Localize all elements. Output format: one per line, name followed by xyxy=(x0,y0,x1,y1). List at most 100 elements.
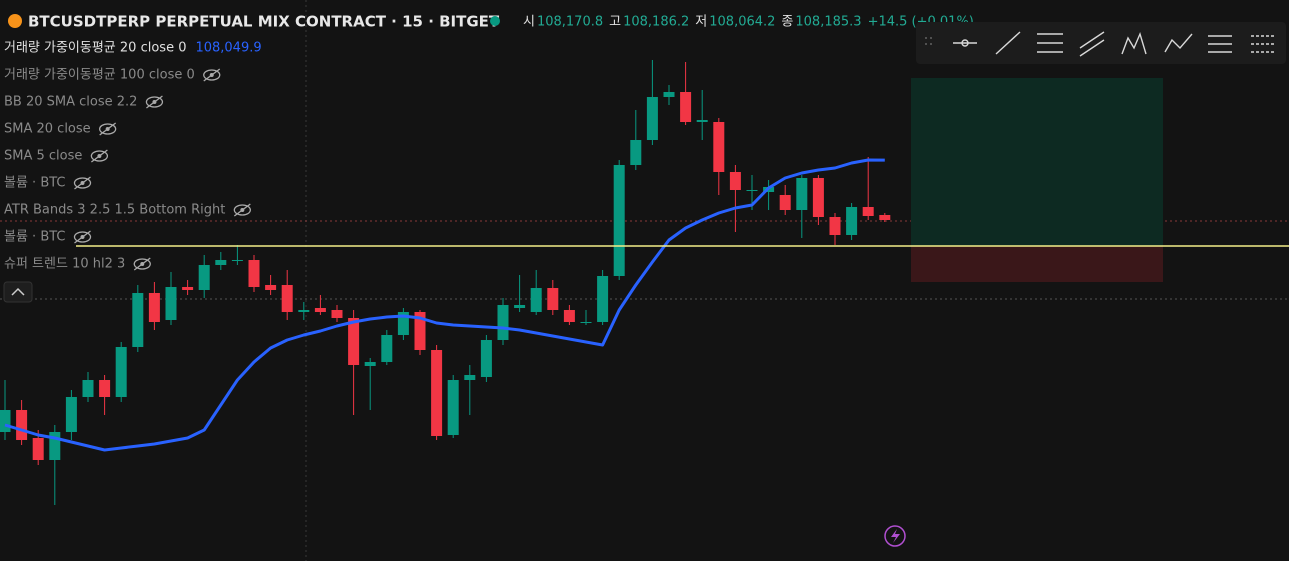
candle-body xyxy=(298,310,310,312)
candle-body xyxy=(16,410,28,440)
symbol-title: BTCUSDTPERP PERPETUAL MIX CONTRACT · 15 … xyxy=(28,13,500,31)
ohlc-value: 108,185.3 xyxy=(795,15,861,30)
candle-body xyxy=(198,265,210,290)
status-dot xyxy=(490,16,500,26)
eye-icon xyxy=(73,177,92,189)
eye-slash xyxy=(74,230,91,244)
candle-body xyxy=(148,293,160,322)
candle-body xyxy=(364,362,376,366)
alert-icon[interactable] xyxy=(884,525,906,547)
eye-slash xyxy=(91,149,108,163)
candle-body xyxy=(314,308,326,312)
candle-body xyxy=(846,207,858,235)
candle-body xyxy=(431,350,443,436)
candle-body xyxy=(182,287,194,290)
indicator-label: 볼륨 · BTC xyxy=(4,230,66,245)
indicator-label: SMA 5 close xyxy=(4,149,82,164)
tool-channel[interactable] xyxy=(1037,33,1063,53)
candle-body xyxy=(231,260,243,261)
tool-fib[interactable] xyxy=(1208,35,1232,53)
tool-abcd[interactable] xyxy=(1164,33,1193,53)
indicator-label: BB 20 SMA close 2.2 xyxy=(4,95,137,110)
eye-slash xyxy=(133,257,151,271)
candle-body xyxy=(597,276,609,322)
candle-body xyxy=(563,310,575,322)
tool-gann[interactable] xyxy=(1251,35,1275,53)
candle-body xyxy=(514,305,526,308)
drawing-toolbar xyxy=(916,22,1286,64)
ohlc-value: 108,170.8 xyxy=(537,15,603,30)
candle-body xyxy=(547,288,559,310)
indicator-label: 거래량 가중이동평균 20 close 0 xyxy=(4,41,186,56)
candle-body xyxy=(530,288,542,312)
indicator-value: 108,049.9 xyxy=(195,41,261,56)
candle-body xyxy=(464,375,476,380)
tool-parallel[interactable] xyxy=(1079,31,1105,57)
candle-body xyxy=(32,438,44,460)
indicator-label: 거래량 가중이동평균 100 close 0 xyxy=(4,68,195,83)
indicator-label: SMA 20 close xyxy=(4,122,91,137)
eye-icon xyxy=(99,123,117,135)
chevron-icon xyxy=(11,287,25,296)
eye-slash xyxy=(99,122,117,136)
candle-body xyxy=(397,312,409,335)
eye-icon xyxy=(233,204,251,216)
candle-body xyxy=(713,122,725,172)
ohlc-key: 시 xyxy=(523,15,535,30)
candle-body xyxy=(746,190,758,191)
eye-slash xyxy=(203,68,221,82)
ohlc-key: 저 xyxy=(695,15,707,30)
eye-icon xyxy=(133,258,151,270)
drag-handle xyxy=(925,37,932,45)
ohlc-key: 종 xyxy=(781,15,793,30)
candle-body xyxy=(414,312,426,350)
candle-body xyxy=(381,335,393,362)
eye-icon xyxy=(90,150,109,162)
candle-body xyxy=(65,397,77,432)
moving-average xyxy=(4,158,885,452)
candle-body xyxy=(696,120,708,122)
candle-body xyxy=(132,293,144,347)
candle-body xyxy=(115,347,127,397)
candle-body xyxy=(796,178,808,210)
eye-slash xyxy=(74,176,91,190)
toolbar-icons xyxy=(925,31,1275,57)
candle-body xyxy=(497,305,509,340)
candle-body xyxy=(680,92,692,122)
eye-icon xyxy=(145,96,164,108)
ohlc-value: 108,064.2 xyxy=(709,15,775,30)
candle-body xyxy=(480,340,492,377)
eye-slash xyxy=(233,203,251,217)
eye-icon xyxy=(73,231,92,243)
candle-body xyxy=(99,380,111,397)
bolt xyxy=(891,529,900,543)
candle-body xyxy=(82,380,94,397)
candle-body xyxy=(779,195,791,210)
symbol-icon xyxy=(8,14,22,28)
indicator-label: 슈퍼 트렌드 10 hl2 3 xyxy=(4,257,125,272)
candle-body xyxy=(729,172,741,190)
candle-body xyxy=(281,285,293,312)
candle-body xyxy=(248,260,260,287)
candle-body xyxy=(630,140,642,165)
tool-ray[interactable] xyxy=(953,39,977,47)
profit-zone xyxy=(911,78,1163,246)
tool-pattern[interactable] xyxy=(1121,31,1147,55)
eye-icon xyxy=(203,69,221,81)
tool-trend[interactable] xyxy=(995,31,1021,55)
indicator-label: ATR Bands 3 2.5 1.5 Bottom Right xyxy=(4,203,225,218)
candle-body xyxy=(812,178,824,217)
collapse-button[interactable] xyxy=(3,281,33,303)
ohlc-value: 108,186.2 xyxy=(623,15,689,30)
candle-body xyxy=(215,260,227,265)
candle-body xyxy=(331,310,343,318)
indicator-label: 볼륨 · BTC xyxy=(4,176,66,191)
candle-body xyxy=(663,92,675,97)
candle-body xyxy=(580,322,592,323)
candle-body xyxy=(646,97,658,140)
candle-body xyxy=(0,410,11,432)
candle-body xyxy=(265,285,277,290)
candle-body xyxy=(879,215,891,220)
